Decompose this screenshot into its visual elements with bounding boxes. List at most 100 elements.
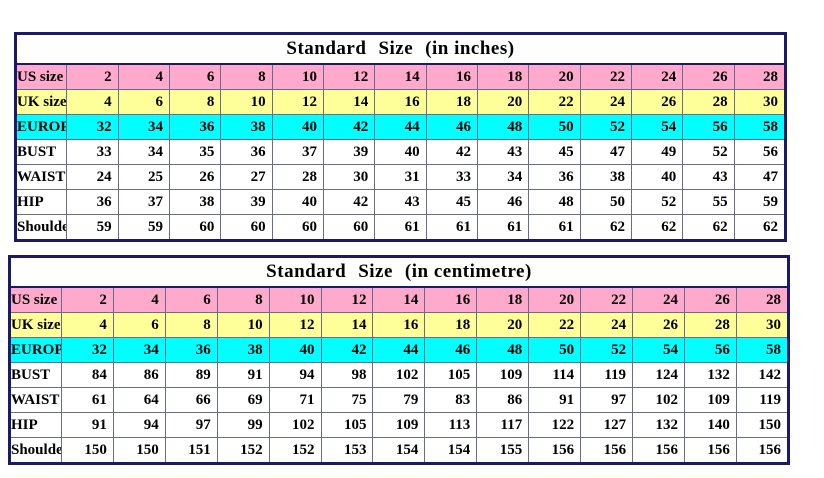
data-cell: 33 bbox=[425, 164, 478, 190]
row-label: UK size no. bbox=[14, 89, 68, 115]
data-cell: 42 bbox=[322, 189, 376, 215]
data-cell: 61 bbox=[374, 214, 427, 241]
data-cell: 47 bbox=[733, 164, 787, 190]
data-cell: 4 bbox=[66, 89, 119, 115]
data-cell: 14 bbox=[374, 63, 427, 90]
data-cell: 71 bbox=[268, 387, 322, 413]
data-cell: 60 bbox=[168, 214, 222, 241]
data-cell: 8 bbox=[164, 312, 218, 338]
table-title-row: Standard Size (in centimetre) bbox=[9, 256, 789, 288]
data-cell: 62 bbox=[579, 214, 632, 241]
data-cell: 4 bbox=[60, 312, 114, 338]
data-cell: 37 bbox=[117, 189, 170, 215]
data-cell: 38 bbox=[579, 164, 632, 190]
table-row: EUROPE size no.3234363840424446485052545… bbox=[14, 114, 787, 140]
table-row: Shoulder to Floor15015015115215215315415… bbox=[9, 437, 790, 464]
data-cell: 2 bbox=[66, 63, 119, 90]
data-cell: 24 bbox=[630, 63, 684, 90]
table-row: EUROPE size no.3234363840424446485052545… bbox=[9, 337, 790, 363]
data-cell: 22 bbox=[579, 63, 632, 90]
data-cell: 60 bbox=[322, 214, 376, 241]
data-cell: 20 bbox=[476, 312, 530, 338]
data-cell: 8 bbox=[216, 286, 270, 313]
data-cell: 105 bbox=[320, 412, 374, 438]
data-cell: 28 bbox=[733, 63, 787, 90]
data-cell: 8 bbox=[168, 89, 222, 115]
data-cell: 32 bbox=[66, 114, 119, 140]
data-cell: 10 bbox=[220, 89, 273, 115]
data-cell: 6 bbox=[117, 89, 170, 115]
data-cell: 28 bbox=[271, 164, 324, 190]
data-cell: 86 bbox=[112, 362, 166, 388]
data-cell: 18 bbox=[476, 286, 530, 313]
data-cell: 16 bbox=[425, 63, 478, 90]
data-cell: 59 bbox=[66, 214, 119, 241]
row-label: WAIST bbox=[14, 164, 68, 190]
data-cell: 150 bbox=[735, 412, 790, 438]
data-cell: 36 bbox=[528, 164, 581, 190]
table-row: WAIST 24 25 26 27 28 30 31 33 34 36 38 40 43 47 bbox=[14, 164, 787, 190]
data-cell: 62 bbox=[733, 214, 787, 241]
table-title-part-2: Size bbox=[358, 261, 393, 282]
data-cell: 30 bbox=[733, 89, 787, 115]
data-cell: 94 bbox=[112, 412, 166, 438]
data-cell: 152 bbox=[268, 437, 322, 464]
data-cell: 10 bbox=[216, 312, 270, 338]
data-cell: 14 bbox=[322, 89, 376, 115]
data-cell: 42 bbox=[322, 114, 376, 140]
data-cell: 109 bbox=[476, 362, 530, 388]
data-cell: 6 bbox=[164, 286, 218, 313]
row-label: UK size no. bbox=[9, 312, 62, 338]
data-cell: 36 bbox=[66, 189, 119, 215]
data-cell: 42 bbox=[320, 337, 374, 363]
data-cell: 4 bbox=[117, 63, 170, 90]
data-cell: 31 bbox=[374, 164, 427, 190]
data-cell: 32 bbox=[60, 337, 114, 363]
data-cell: 10 bbox=[268, 286, 322, 313]
data-cell: 50 bbox=[528, 114, 581, 140]
data-cell: 117 bbox=[476, 412, 530, 438]
data-cell: 10 bbox=[271, 63, 324, 90]
data-cell: 49 bbox=[630, 139, 684, 165]
data-cell: 45 bbox=[528, 139, 581, 165]
data-cell: 30 bbox=[322, 164, 376, 190]
data-cell: 20 bbox=[476, 89, 530, 115]
data-cell: 14 bbox=[372, 286, 426, 313]
data-cell: 26 bbox=[683, 286, 737, 313]
row-label: HIP bbox=[9, 412, 62, 438]
data-cell: 16 bbox=[424, 286, 478, 313]
data-cell: 34 bbox=[112, 337, 166, 363]
data-cell: 24 bbox=[66, 164, 119, 190]
data-cell: 154 bbox=[372, 437, 426, 464]
data-cell: 26 bbox=[632, 312, 685, 338]
data-cell: 94 bbox=[268, 362, 322, 388]
data-cell: 27 bbox=[220, 164, 273, 190]
data-cell: 156 bbox=[528, 437, 582, 464]
data-cell: 54 bbox=[632, 337, 685, 363]
data-cell: 46 bbox=[476, 189, 530, 215]
data-cell: 34 bbox=[117, 139, 170, 165]
data-cell: 47 bbox=[579, 139, 632, 165]
data-cell: 48 bbox=[476, 337, 530, 363]
data-cell: 18 bbox=[424, 312, 478, 338]
data-cell: 140 bbox=[683, 412, 737, 438]
data-cell: 155 bbox=[476, 437, 530, 464]
data-cell: 35 bbox=[168, 139, 222, 165]
data-cell: 33 bbox=[66, 139, 119, 165]
data-cell: 4 bbox=[112, 286, 166, 313]
row-label: US size no. bbox=[9, 286, 62, 313]
data-cell: 55 bbox=[682, 189, 735, 215]
data-cell: 48 bbox=[476, 114, 530, 140]
data-cell: 156 bbox=[580, 437, 634, 464]
data-cell: 40 bbox=[268, 337, 322, 363]
data-cell: 38 bbox=[220, 114, 273, 140]
data-cell: 56 bbox=[733, 139, 787, 165]
data-cell: 151 bbox=[164, 437, 218, 464]
data-cell: 89 bbox=[164, 362, 218, 388]
data-cell: 59 bbox=[117, 214, 170, 241]
